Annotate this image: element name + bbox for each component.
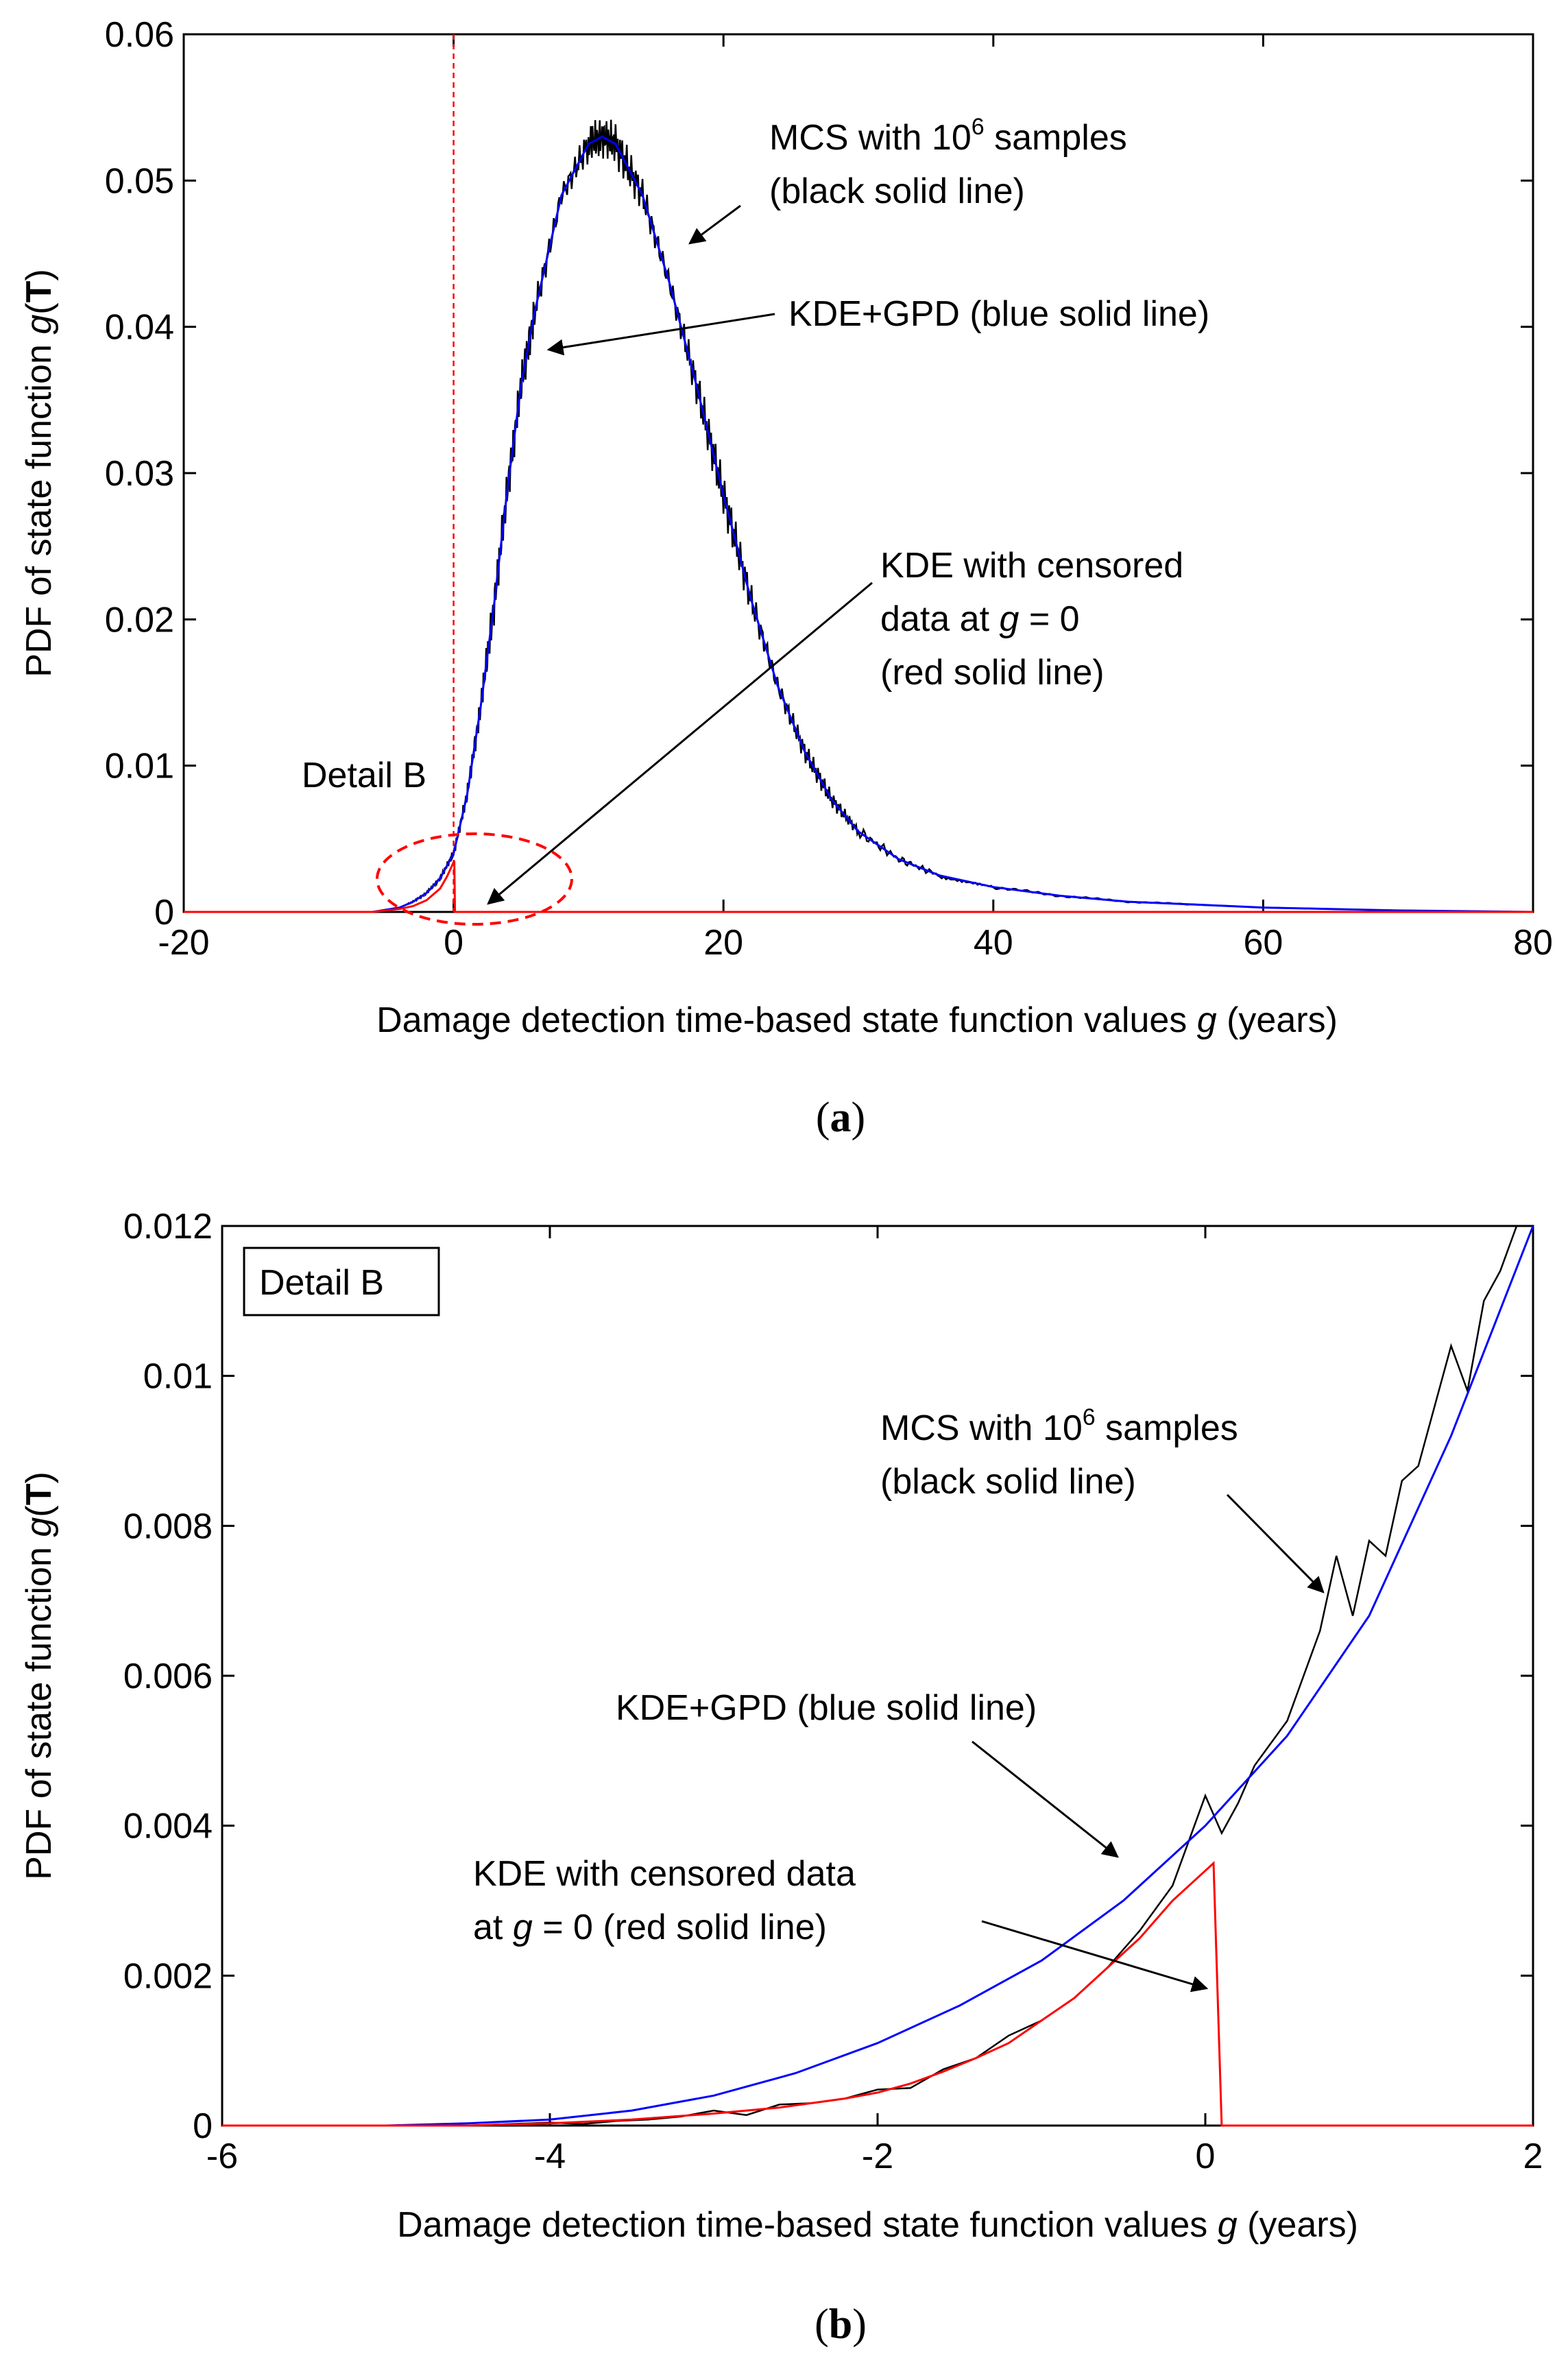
x-tick-label: -2	[862, 2137, 893, 2176]
y-tick-label: 0	[154, 893, 174, 933]
series-line-blue	[184, 135, 1534, 913]
x-tick-label: 40	[974, 923, 1013, 963]
panel-b-arrow-mcs	[1226, 1493, 1325, 1593]
y-tick-label: 0.03	[105, 454, 174, 494]
y-tick-label: 0.05	[105, 161, 174, 201]
panel-b-ticks: -6 -4 -2 0 2 0 0.002 0.004 0.006 0.008 0.01 0.012	[123, 1207, 1543, 2176]
panel-a-arrow-kdegpd	[546, 313, 775, 356]
y-tick-label: 0.06	[105, 15, 174, 55]
x-tick-label: 0	[1196, 2137, 1216, 2176]
panel-a-plot-area	[182, 33, 1534, 913]
panel-a-annotation-mcs-line1: MCS with 106 samples	[769, 114, 1127, 158]
panel-a-arrow-mcs	[688, 204, 741, 245]
series-line-blue	[222, 1225, 1534, 2127]
y-tick-label: 0.012	[123, 1207, 213, 1247]
x-tick-label: 2	[1523, 2137, 1543, 2176]
panel-a-annotation-red-line3: (red solid line)	[880, 653, 1105, 693]
panel-b-annotation-kdegpd: KDE+GPD (blue solid line)	[616, 1688, 1037, 1728]
x-tick-label: 0	[444, 923, 463, 963]
x-tick-label: 20	[703, 923, 743, 963]
panel-b-xlabel: Damage detection time-based state functi…	[397, 2205, 1358, 2245]
panel-b-caption: (b)	[815, 2301, 867, 2348]
panel-b-arrow-kdegpd	[972, 1740, 1119, 1858]
panel-b-detail-box	[243, 1247, 440, 1316]
y-tick-label: 0.006	[123, 1657, 213, 1696]
panel-b-series	[222, 1225, 1534, 2127]
panel-a-annotation-mcs-line2: (black solid line)	[769, 171, 1025, 211]
panel-b-detail-box-label: Detail B	[259, 1263, 384, 1303]
panel-b-arrow-red	[981, 1920, 1209, 1993]
series-line-black	[222, 1225, 1533, 2127]
y-tick-label: 0.008	[123, 1506, 213, 1546]
panel-b-annotation-red-line2: at g = 0 (red solid line)	[473, 1908, 827, 1947]
y-tick-label: 0.01	[143, 1357, 213, 1397]
series-line-red	[184, 860, 1533, 913]
y-tick-label: 0.01	[105, 747, 174, 786]
x-tick-label: -4	[534, 2137, 566, 2176]
panel-b-annotation-red-line1: KDE with censored data	[473, 1854, 856, 1894]
panel-a-annotation-red-line2: data at g = 0	[880, 599, 1080, 639]
panel-a-annotation-red-line1: KDE with censored	[880, 546, 1183, 586]
panel-b-annotation-mcs-line1: MCS with 106 samples	[880, 1404, 1238, 1448]
series-line-red	[222, 1860, 1533, 2127]
x-tick-label: 80	[1513, 923, 1553, 963]
panel-b: -6 -4 -2 0 2 0 0.002 0.004 0.006 0.008 0.01 0.012 D…	[19, 1207, 1543, 2348]
y-tick-label: 0.004	[123, 1807, 213, 1846]
panel-b-ylabel: PDF of state function g(T)	[19, 1471, 59, 1879]
panel-b-annotation-mcs-line2: (black solid line)	[880, 1462, 1136, 1502]
panel-b-plot-area	[221, 1225, 1534, 2127]
panel-a-series	[184, 119, 1534, 913]
y-tick-label: 0.02	[105, 600, 174, 640]
panel-a-annotation-kdegpd: KDE+GPD (blue solid line)	[788, 294, 1209, 334]
x-tick-label: 60	[1243, 923, 1283, 963]
x-tick-label: -20	[158, 923, 209, 963]
panel-a-ylabel: PDF of state function g(T)	[19, 269, 59, 677]
y-tick-label: 0	[193, 2106, 213, 2146]
y-tick-label: 0.04	[105, 308, 174, 348]
y-tick-label: 0.002	[123, 1956, 213, 1996]
detail-b-ellipse	[376, 832, 573, 926]
panel-a-caption: (a)	[816, 1094, 865, 1141]
panel-a-xlabel: Damage detection time-based state functi…	[376, 1000, 1338, 1040]
panel-a-arrow-red	[487, 581, 873, 905]
x-tick-label: -6	[206, 2137, 238, 2176]
panel-a-annotation-detail-b: Detail B	[302, 756, 426, 795]
